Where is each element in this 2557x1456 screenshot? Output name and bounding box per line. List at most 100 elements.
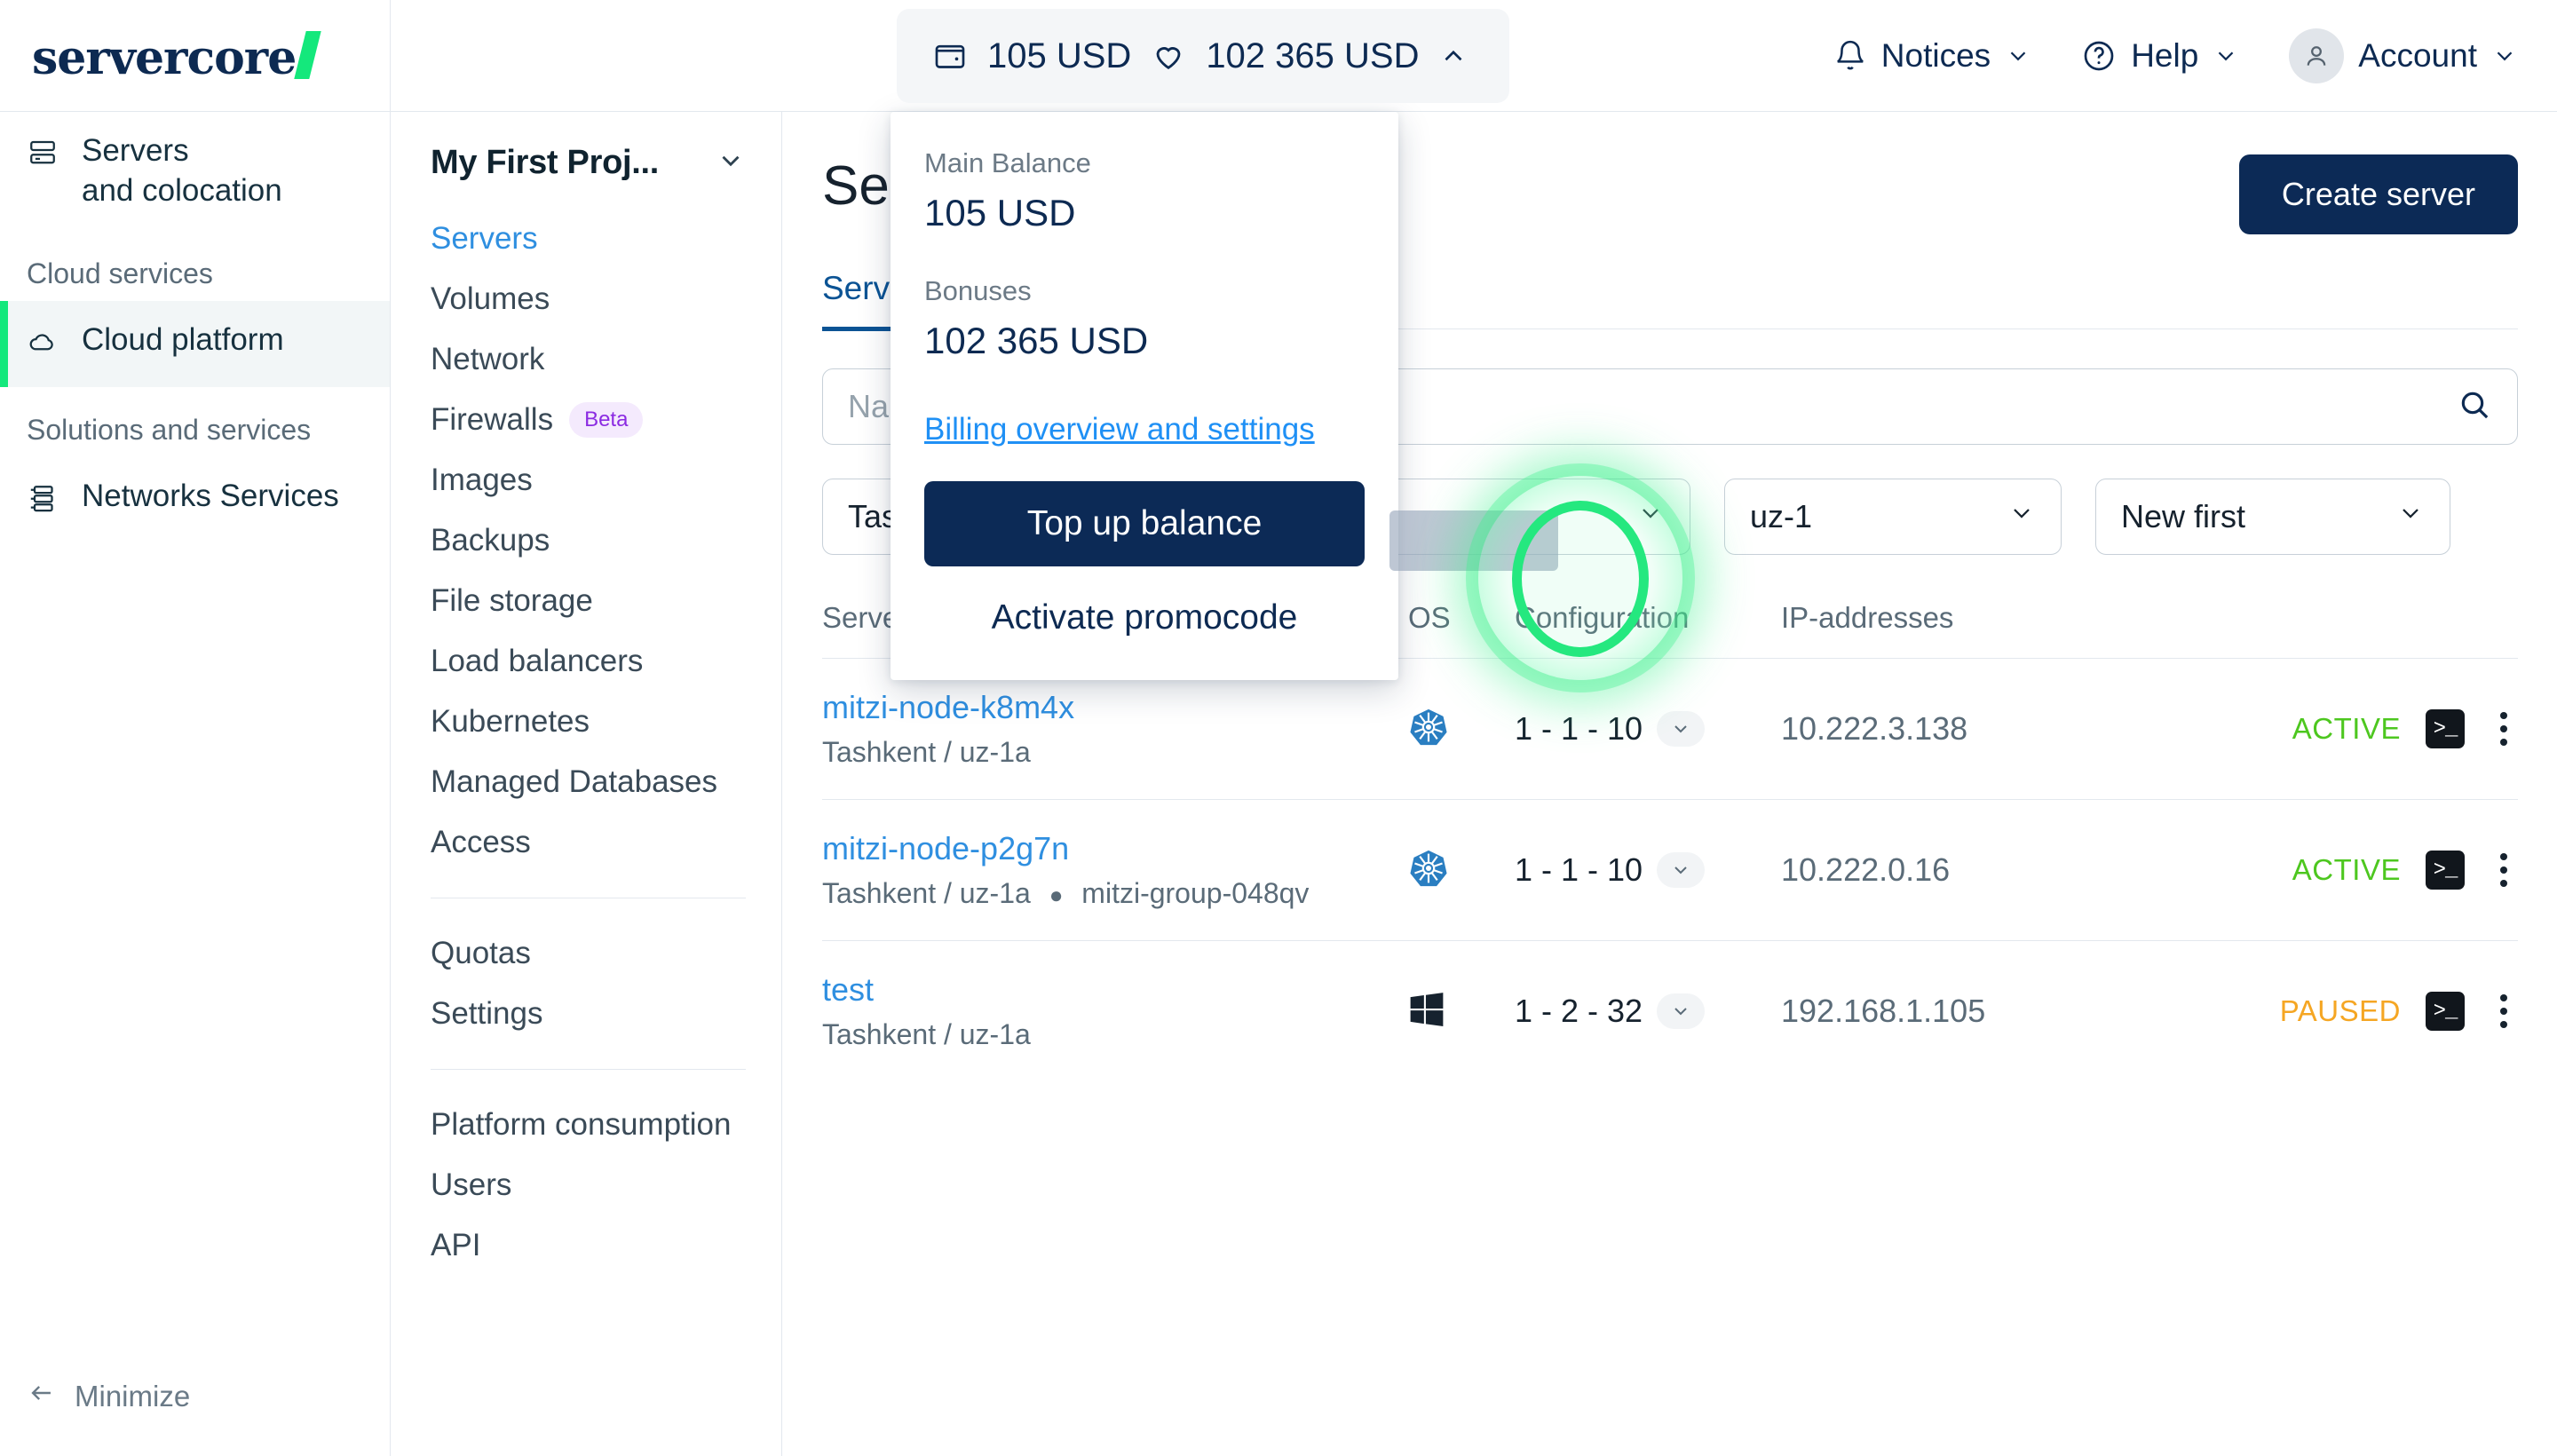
project-nav-label: Access [431, 825, 531, 859]
server-icon [27, 137, 59, 179]
servers-table: Server OS Configuration IP-addresses mit… [822, 601, 2518, 1081]
server-location: Tashkent / uz-1a [822, 1018, 1031, 1050]
filter-sort-value: New first [2121, 498, 2246, 534]
server-name-link[interactable]: test [822, 971, 875, 1008]
server-group: mitzi-group-048qv [1081, 877, 1310, 909]
project-nav-api[interactable]: API [392, 1215, 781, 1276]
project-nav-label: Quotas [431, 936, 531, 970]
cloud-icon [27, 326, 59, 368]
chevron-down-icon [2213, 43, 2239, 69]
account-menu[interactable]: Account [2289, 28, 2518, 83]
project-nav-servers[interactable]: Servers [392, 209, 781, 269]
project-nav-label: Managed Databases [431, 764, 717, 799]
divider [431, 1069, 746, 1070]
help-menu[interactable]: Help [2081, 37, 2239, 75]
project-nav-kubernetes[interactable]: Kubernetes [392, 692, 781, 752]
brand-slash-icon [294, 31, 322, 79]
project-nav-label: API [431, 1228, 481, 1262]
minimize-sidebar-button[interactable]: Minimize [27, 1378, 190, 1415]
server-location: Tashkent / uz-1a [822, 877, 1031, 909]
configuration-expand-button[interactable] [1657, 852, 1706, 888]
bell-icon [1833, 39, 1867, 73]
project-nav-label: Platform consumption [431, 1107, 732, 1142]
chevron-down-icon [1636, 498, 1665, 535]
chevron-up-icon[interactable] [1438, 41, 1468, 71]
project-nav-platform-consumption[interactable]: Platform consumption [392, 1095, 781, 1155]
status-badge: ACTIVE [2292, 712, 2401, 745]
project-selector[interactable]: My First Proj... [392, 112, 781, 209]
project-nav-volumes[interactable]: Volumes [392, 269, 781, 329]
project-nav-file-storage[interactable]: File storage [392, 571, 781, 631]
project-nav-label: Volumes [431, 281, 550, 316]
windows-icon [1408, 992, 1445, 1032]
top-up-balance-button[interactable]: Top up balance [924, 481, 1365, 566]
project-nav-firewalls[interactable]: Firewalls Beta [392, 390, 781, 450]
table-row[interactable]: test Tashkent / uz-1a [822, 940, 2518, 1081]
project-nav-label: File storage [431, 583, 593, 618]
row-menu-button[interactable] [2490, 991, 2518, 1032]
console-icon[interactable]: >_ [2426, 709, 2465, 748]
project-nav-network[interactable]: Network [392, 329, 781, 390]
server-ip: 10.222.3.138 [1781, 710, 1968, 747]
filter-status[interactable] [1353, 479, 1690, 555]
filter-sort[interactable]: New first [2095, 479, 2450, 555]
status-badge: PAUSED [2279, 994, 2401, 1027]
sidebar-item-servers-colocation[interactable]: Servers and colocation [0, 112, 390, 231]
table-header-row: Server OS Configuration IP-addresses [822, 601, 2518, 659]
project-nav-backups[interactable]: Backups [392, 510, 781, 571]
server-name-link[interactable]: mitzi-node-k8m4x [822, 689, 1075, 725]
create-server-button[interactable]: Create server [2238, 154, 2518, 234]
question-circle-icon [2081, 38, 2117, 74]
filter-pool-value: uz-1 [1750, 498, 1813, 534]
server-name-link[interactable]: mitzi-node-p2g7n [822, 830, 1070, 866]
minimize-label: Minimize [75, 1380, 191, 1412]
project-nav-quotas[interactable]: Quotas [392, 923, 781, 984]
project-nav-label: Backups [431, 523, 550, 558]
sidebar-item-cloud-platform[interactable]: Cloud platform [0, 300, 390, 388]
sidebar-item-networks-services[interactable]: Networks Services [0, 457, 390, 544]
brand-name: servercore [32, 31, 297, 85]
bonuses-label: Bonuses [924, 275, 1032, 306]
console-icon[interactable]: >_ [2426, 992, 2465, 1031]
configuration-expand-button[interactable] [1657, 711, 1706, 747]
balance-dropdown-panel: Main Balance 105 USD Bonuses 102 365 USD… [891, 112, 1398, 680]
balance-main-amount: 105 USD [987, 36, 1132, 75]
table-row[interactable]: mitzi-node-p2g7n Tashkent / uz-1a ● mitz… [822, 799, 2518, 941]
brand-logo[interactable]: servercore [0, 0, 391, 112]
avatar [2289, 28, 2345, 83]
project-nav-label: Network [431, 342, 545, 376]
configuration-expand-button[interactable] [1657, 993, 1706, 1029]
project-nav-settings[interactable]: Settings [392, 984, 781, 1044]
notices-menu[interactable]: Notices [1833, 37, 2031, 75]
project-nav-label: Load balancers [431, 644, 644, 678]
activate-promocode-link[interactable]: Activate promocode [991, 598, 1298, 637]
header-nav: Notices Help [1833, 0, 2518, 112]
project-nav-users[interactable]: Users [392, 1155, 781, 1215]
row-menu-button[interactable] [2490, 708, 2518, 749]
console-icon[interactable]: >_ [2426, 851, 2465, 890]
balance-pill[interactable]: 105 USD 102 365 USD [897, 9, 1510, 103]
main-balance-label: Main Balance [924, 147, 1091, 178]
column-ip-addresses: IP-addresses [1781, 601, 1954, 634]
page-header: Servers Create server [822, 112, 2518, 234]
server-ip: 192.168.1.105 [1781, 993, 1986, 1029]
column-configuration: Configuration [1515, 601, 1690, 634]
filter-pool[interactable]: uz-1 [1724, 479, 2062, 555]
sidebar-group-solutions-services: Solutions and services [27, 414, 312, 447]
project-nav-managed-databases[interactable]: Managed Databases [392, 752, 781, 812]
sidebar-group-cloud-services: Cloud services [27, 257, 213, 289]
row-menu-button[interactable] [2490, 850, 2518, 890]
search-icon[interactable] [2457, 387, 2492, 427]
chevron-down-icon [2007, 498, 2036, 535]
table-row[interactable]: mitzi-node-k8m4x Tashkent / uz-1a [822, 658, 2518, 800]
project-nav-load-balancers[interactable]: Load balancers [392, 631, 781, 692]
server-configuration: 1 - 1 - 10 [1515, 710, 1643, 747]
billing-overview-link[interactable]: Billing overview and settings [924, 412, 1315, 447]
arrow-left-icon [27, 1378, 57, 1415]
server-configuration: 1 - 1 - 10 [1515, 851, 1643, 888]
project-nav-access[interactable]: Access [392, 812, 781, 873]
project-nav-images[interactable]: Images [392, 450, 781, 510]
chevron-down-icon [2491, 43, 2518, 69]
project-sidebar: My First Proj... Servers Volumes Network… [392, 112, 782, 1456]
